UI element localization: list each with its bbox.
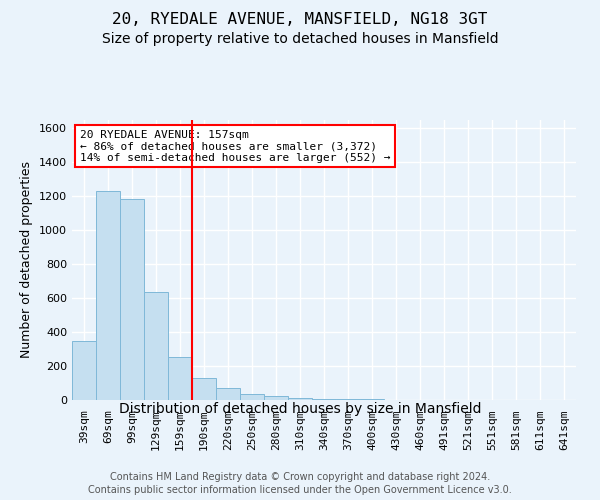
- Text: Contains HM Land Registry data © Crown copyright and database right 2024.: Contains HM Land Registry data © Crown c…: [110, 472, 490, 482]
- Bar: [72, 340, 96, 400]
- Text: Size of property relative to detached houses in Mansfield: Size of property relative to detached ho…: [101, 32, 499, 46]
- Bar: [168, 356, 192, 400]
- Text: 20 RYEDALE AVENUE: 157sqm
← 86% of detached houses are smaller (3,372)
14% of se: 20 RYEDALE AVENUE: 157sqm ← 86% of detac…: [80, 130, 390, 163]
- Text: Contains public sector information licensed under the Open Government Licence v3: Contains public sector information licen…: [88, 485, 512, 495]
- Bar: [240, 394, 264, 400]
- Bar: [216, 388, 240, 400]
- Bar: [264, 396, 288, 400]
- Bar: [288, 398, 312, 400]
- Y-axis label: Number of detached properties: Number of detached properties: [20, 162, 34, 358]
- Bar: [144, 292, 168, 400]
- Text: Distribution of detached houses by size in Mansfield: Distribution of detached houses by size …: [119, 402, 481, 416]
- Bar: [312, 398, 336, 400]
- Text: 20, RYEDALE AVENUE, MANSFIELD, NG18 3GT: 20, RYEDALE AVENUE, MANSFIELD, NG18 3GT: [112, 12, 488, 28]
- Bar: [336, 399, 360, 400]
- Bar: [96, 192, 120, 400]
- Bar: [120, 199, 144, 400]
- Bar: [192, 378, 216, 400]
